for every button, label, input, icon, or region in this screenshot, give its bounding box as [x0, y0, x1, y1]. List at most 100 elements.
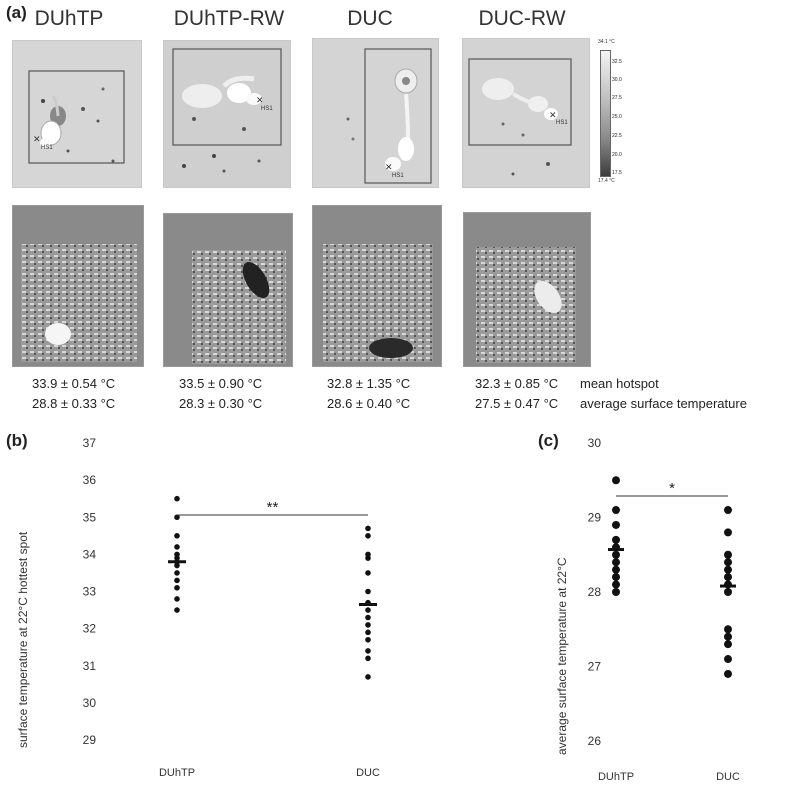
thermal-image-duhtp: ✕ HS1	[12, 40, 142, 188]
mean-hotspot-duhtp: 33.9 ± 0.54 °C	[32, 376, 116, 391]
y-tick-label: 29	[588, 511, 602, 525]
colorbar-tick: 27.5	[612, 95, 622, 101]
data-point	[174, 544, 180, 550]
column-title-duhtp-rw: DUhTP-RW	[173, 7, 285, 30]
data-point	[612, 476, 620, 485]
data-point	[724, 565, 732, 574]
panel-c-label: (c)	[538, 431, 559, 450]
data-point	[724, 669, 732, 678]
data-point	[612, 506, 620, 515]
avg-surface-duc: 28.6 ± 0.40 °C	[327, 396, 411, 411]
data-point	[174, 607, 180, 613]
data-point	[365, 525, 371, 532]
thermal-image-duc-rw: ✕ HS1	[462, 38, 590, 188]
data-point	[174, 570, 180, 576]
data-point	[365, 614, 371, 621]
data-point	[174, 514, 180, 521]
data-point	[612, 550, 620, 559]
thermal-image-duc: ✕ HS1	[312, 38, 439, 188]
column-title-duhtp: DUhTP	[34, 7, 104, 30]
y-tick-label: 37	[83, 436, 97, 450]
svg-text:✕: ✕	[549, 110, 557, 120]
y-tick-label: 28	[588, 585, 602, 599]
colorbar-max-label: 34.1 °C	[598, 39, 615, 45]
data-point	[724, 625, 732, 634]
significance-marker: **	[267, 499, 279, 516]
data-point	[612, 535, 620, 544]
colorbar-tick: 22.5	[612, 133, 622, 139]
mean-hotspot-duc-rw: 32.3 ± 0.85 °C	[475, 376, 559, 391]
y-tick-label: 32	[83, 622, 97, 636]
data-point	[365, 533, 371, 539]
data-point	[724, 655, 732, 664]
data-point	[365, 622, 371, 628]
data-point	[174, 533, 180, 539]
data-point	[612, 520, 620, 529]
y-tick-label: 27	[588, 660, 602, 674]
significance-marker: *	[669, 480, 675, 497]
x-tick-label: DUC	[716, 771, 740, 783]
data-point	[365, 588, 371, 595]
mean-hotspot-duc: 32.8 ± 1.35 °C	[327, 376, 411, 391]
data-point	[724, 550, 732, 559]
avg-surface-duhtp-rw: 28.3 ± 0.30 °C	[179, 396, 263, 411]
chart-c: 26 27 28 29 30 DUhTP DUC *	[588, 436, 740, 783]
svg-text:✕: ✕	[385, 162, 393, 172]
y-tick-label: 29	[83, 733, 97, 747]
panel-a-label: (a)	[6, 3, 27, 22]
thermal-image-duhtp-rw: ✕ HS1	[163, 40, 291, 188]
colorbar-tick: 17.5	[612, 170, 622, 176]
hotspot-label: HS1	[41, 145, 53, 151]
photo-duc	[312, 205, 442, 367]
row-label-mean-hotspot: mean hotspot	[580, 376, 659, 391]
data-point	[724, 588, 732, 596]
data-point	[724, 632, 732, 641]
data-point	[174, 596, 180, 602]
data-point	[365, 648, 371, 654]
data-point	[612, 565, 620, 574]
hotspot-label: HS1	[556, 120, 568, 126]
data-point	[612, 558, 620, 567]
y-tick-label: 34	[83, 547, 97, 561]
photo-duc-rw	[463, 212, 591, 367]
hotspot-label: HS1	[261, 106, 273, 112]
column-title-duc-rw: DUC-RW	[478, 7, 566, 30]
y-tick-label: 33	[83, 585, 97, 599]
y-tick-label: 26	[588, 734, 602, 748]
y-tick-label: 30	[83, 696, 97, 710]
row-label-avg-surface: average surface temperature	[580, 396, 747, 411]
data-point	[365, 674, 371, 680]
y-tick-label: 31	[83, 659, 97, 673]
data-point	[365, 607, 371, 613]
data-point	[174, 584, 180, 591]
colorbar-gradient	[600, 50, 611, 177]
data-point	[724, 558, 732, 567]
svg-text:✕: ✕	[256, 95, 264, 105]
data-point	[365, 629, 371, 636]
y-tick-label: 30	[588, 436, 602, 450]
data-point	[174, 562, 180, 569]
mean-hotspot-duhtp-rw: 33.5 ± 0.90 °C	[179, 376, 263, 391]
y-tick-label: 35	[83, 510, 97, 524]
panel-b-label: (b)	[6, 431, 28, 450]
panel-b-ylabel: surface temperature at 22°C hottest spot	[16, 531, 30, 748]
column-title-duc: DUC	[347, 7, 393, 30]
panel-c-ylabel: average surface temperature at 22°C	[555, 557, 569, 755]
data-point	[365, 655, 371, 662]
data-point	[724, 640, 732, 649]
data-point	[612, 573, 620, 582]
avg-surface-duhtp: 28.8 ± 0.33 °C	[32, 396, 116, 411]
data-point	[365, 636, 371, 643]
colorbar-tick: 25.0	[612, 114, 622, 120]
colorbar-tick: 30.0	[612, 77, 622, 83]
x-tick-label: DUhTP	[598, 771, 634, 783]
data-point	[174, 495, 180, 502]
data-point	[612, 588, 620, 596]
data-point	[724, 573, 732, 582]
data-point	[174, 577, 180, 584]
hotspot-marker-icon: ✕	[33, 134, 41, 144]
photo-duhtp	[12, 205, 144, 367]
x-tick-label: DUhTP	[159, 767, 195, 779]
data-point	[365, 555, 371, 561]
data-point	[724, 506, 732, 515]
